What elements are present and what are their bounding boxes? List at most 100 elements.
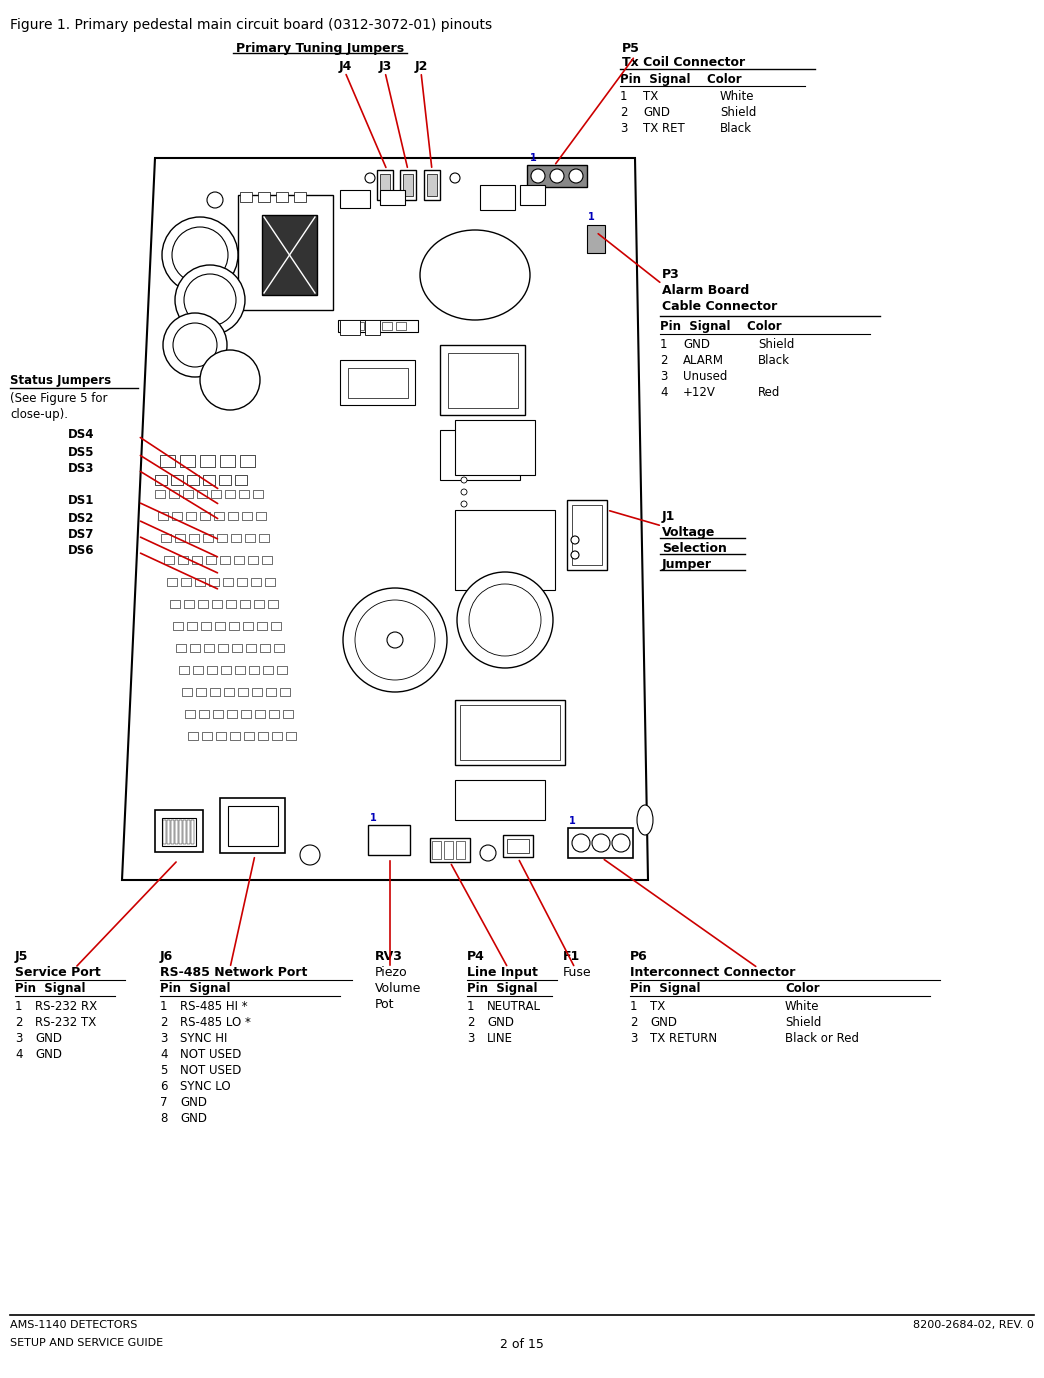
Text: 5: 5 [160, 1064, 167, 1078]
Bar [162, 819, 196, 846]
Bar [240, 455, 255, 467]
Bar [197, 491, 207, 497]
Text: 2: 2 [15, 1016, 23, 1029]
Text: 2: 2 [630, 1016, 638, 1029]
Bar [183, 491, 193, 497]
Bar [265, 577, 275, 586]
Bar [203, 535, 213, 542]
Bar [187, 820, 190, 843]
Text: GND: GND [35, 1049, 62, 1061]
Bar [432, 841, 441, 858]
Text: J2: J2 [414, 61, 428, 73]
Text: GND: GND [650, 1016, 677, 1029]
Bar [507, 839, 529, 853]
Text: DS6: DS6 [68, 544, 95, 557]
Bar [382, 322, 392, 329]
Ellipse shape [420, 230, 530, 320]
Text: 2: 2 [660, 354, 667, 367]
Bar [340, 322, 350, 329]
Bar [210, 688, 220, 696]
Circle shape [461, 502, 467, 507]
Bar [568, 828, 633, 858]
Bar [380, 190, 405, 205]
Text: DS2: DS2 [68, 513, 94, 525]
Bar [242, 513, 252, 520]
Text: DS4: DS4 [68, 429, 95, 441]
Bar [170, 599, 180, 608]
Bar [228, 806, 278, 846]
Bar [244, 732, 254, 740]
Bar [213, 710, 223, 718]
Bar [271, 621, 281, 630]
Bar [187, 475, 199, 485]
Circle shape [450, 174, 460, 183]
Circle shape [550, 169, 564, 183]
Text: 3: 3 [15, 1032, 22, 1045]
Bar [263, 666, 272, 674]
Text: DS3: DS3 [68, 462, 94, 475]
Bar [182, 688, 192, 696]
Text: NOT USED: NOT USED [180, 1049, 241, 1061]
Bar [251, 577, 261, 586]
Bar [444, 841, 453, 858]
Bar [207, 666, 217, 674]
Bar [259, 535, 269, 542]
Text: GND: GND [180, 1112, 207, 1124]
Bar [220, 455, 235, 467]
Bar [164, 555, 174, 564]
Bar [257, 621, 267, 630]
Bar [204, 644, 214, 652]
Bar [520, 185, 545, 205]
Bar [277, 666, 287, 674]
Bar [252, 688, 262, 696]
Bar [480, 185, 515, 209]
Bar [201, 732, 212, 740]
Bar [245, 535, 255, 542]
Bar [176, 644, 186, 652]
Bar [155, 810, 203, 852]
Text: TX RET: TX RET [643, 123, 685, 135]
Text: Color: Color [785, 983, 820, 995]
Bar [171, 475, 183, 485]
Text: Line Input: Line Input [467, 966, 538, 978]
Text: 2: 2 [160, 1016, 167, 1029]
Text: J4: J4 [338, 61, 352, 73]
Text: DS5: DS5 [68, 446, 95, 459]
Bar [230, 732, 240, 740]
Text: 1: 1 [15, 1000, 23, 1013]
Text: SETUP AND SERVICE GUIDE: SETUP AND SERVICE GUIDE [10, 1338, 163, 1348]
Bar [377, 169, 393, 200]
Bar [258, 732, 268, 740]
Circle shape [612, 834, 630, 852]
Bar [240, 192, 252, 203]
Circle shape [480, 845, 496, 861]
Text: 2 of 15: 2 of 15 [500, 1338, 544, 1350]
Bar [235, 666, 245, 674]
Bar [190, 644, 200, 652]
Bar [460, 706, 560, 761]
Bar [188, 732, 198, 740]
Circle shape [207, 192, 223, 208]
Ellipse shape [163, 313, 227, 378]
Text: RS-485 HI *: RS-485 HI * [180, 1000, 247, 1013]
Text: Tx Coil Connector: Tx Coil Connector [622, 56, 745, 69]
Text: RS-485 LO *: RS-485 LO * [180, 1016, 251, 1029]
Text: Interconnect Connector: Interconnect Connector [630, 966, 796, 978]
Bar [255, 710, 265, 718]
Ellipse shape [172, 227, 228, 282]
Bar [206, 555, 216, 564]
Bar [268, 599, 278, 608]
Bar [455, 700, 565, 765]
Text: Piezo: Piezo [375, 966, 407, 978]
Circle shape [572, 834, 590, 852]
Bar [340, 360, 416, 405]
Circle shape [343, 588, 447, 692]
Text: 3: 3 [660, 371, 667, 383]
Text: close-up).: close-up). [10, 408, 68, 422]
Text: Fuse: Fuse [563, 966, 592, 978]
Text: 1: 1 [370, 813, 377, 823]
Text: White: White [720, 90, 755, 103]
Bar [175, 820, 177, 843]
Bar [527, 165, 587, 187]
Text: GND: GND [35, 1032, 62, 1045]
